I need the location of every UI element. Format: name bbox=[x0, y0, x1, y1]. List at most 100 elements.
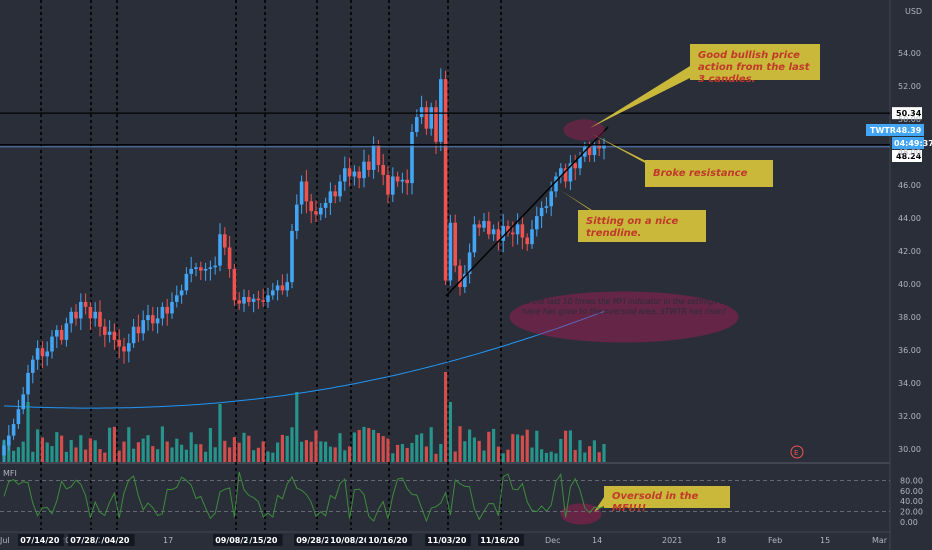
mfi-tick-label: 20.00 bbox=[900, 508, 923, 517]
candle-body bbox=[247, 296, 251, 302]
volume-bar bbox=[50, 446, 54, 462]
volume-bar bbox=[324, 441, 328, 462]
candle-body bbox=[194, 267, 198, 269]
volume-bar bbox=[170, 447, 174, 462]
date-marker-tag: 09/28/20 bbox=[296, 536, 336, 545]
volume-bar bbox=[506, 449, 510, 462]
volume-bar bbox=[482, 450, 486, 462]
volume-bar bbox=[132, 448, 136, 462]
candle-body bbox=[467, 252, 472, 274]
candle-body bbox=[587, 146, 592, 156]
candle-body bbox=[59, 329, 64, 340]
note-broke-resistance-text: Broke resistance bbox=[653, 168, 748, 179]
volume-bar bbox=[45, 442, 49, 462]
price-tick-label: 48.00 bbox=[898, 148, 921, 157]
note-bullish-action[interactable]: Good bullish price action from the last … bbox=[690, 44, 820, 85]
mfi-tick-label: 80.00 bbox=[900, 476, 923, 485]
candle-body bbox=[2, 445, 6, 456]
time-axis-label: Jul bbox=[0, 536, 10, 545]
candle-body bbox=[578, 156, 582, 169]
price-tag-lower-bg bbox=[892, 150, 922, 162]
volume-bar bbox=[376, 433, 380, 462]
price-axis[interactable]: USD 54.00 52.00 50.00 48.00 46.00 44.00 42.00 40… bbox=[898, 7, 922, 454]
note-trendline[interactable]: Sitting on a nice trendline. bbox=[578, 210, 706, 242]
candle-body bbox=[98, 311, 102, 327]
candle-body bbox=[554, 176, 558, 192]
candle-body bbox=[573, 163, 577, 169]
price-tick-label: 52.00 bbox=[898, 82, 921, 91]
candle-body bbox=[103, 326, 107, 335]
price-tick-label: 32.00 bbox=[898, 412, 921, 421]
date-marker-tag: 11/03/20 bbox=[427, 536, 467, 545]
candle-body bbox=[285, 282, 289, 291]
volume-bar bbox=[540, 449, 544, 462]
candle-body bbox=[251, 298, 256, 302]
candle-body bbox=[69, 311, 73, 324]
volume-bar bbox=[343, 450, 347, 462]
candle-body bbox=[439, 79, 443, 142]
volume-bar bbox=[88, 438, 92, 462]
candle-body bbox=[319, 207, 323, 215]
candle-body bbox=[381, 164, 385, 175]
candle-body bbox=[458, 265, 462, 288]
candle-body bbox=[256, 298, 261, 301]
mfi-label: MFI bbox=[3, 469, 17, 478]
candle-body bbox=[352, 171, 357, 177]
candle-body bbox=[568, 163, 573, 182]
volume-bar bbox=[410, 442, 414, 462]
candle-body bbox=[160, 306, 165, 319]
mfi-history-ellipse bbox=[509, 291, 739, 343]
note-oversold[interactable]: Oversold in the MFI!!! bbox=[604, 486, 730, 514]
volume-bar bbox=[564, 430, 568, 462]
candle-body bbox=[463, 273, 467, 288]
candle-body bbox=[55, 329, 59, 337]
note-broke-resistance[interactable]: Broke resistance bbox=[645, 160, 773, 187]
volume-bar bbox=[559, 438, 563, 462]
earnings-badge-text: E bbox=[794, 449, 798, 457]
time-axis-label: 18 bbox=[716, 536, 726, 545]
candle-body bbox=[74, 311, 78, 319]
volume-bar bbox=[405, 447, 409, 462]
date-marker-tag-bg bbox=[247, 534, 283, 546]
volume-bar bbox=[194, 444, 198, 462]
volume-bar bbox=[472, 437, 476, 462]
candle-body bbox=[184, 273, 189, 291]
candle-body bbox=[328, 191, 333, 203]
time-axis-label: Dec bbox=[545, 536, 560, 545]
volume-bar bbox=[280, 434, 284, 462]
candle-body bbox=[155, 318, 160, 324]
note-mfi-history[interactable]: IN the last 10 times the MFI indicator i… bbox=[522, 297, 732, 317]
mfi-line bbox=[3, 471, 605, 523]
date-marker-tag: 11/16/20 bbox=[480, 536, 520, 545]
candle-body bbox=[314, 211, 318, 215]
price-tag-lower: 48.24 bbox=[896, 152, 922, 161]
volume-bar bbox=[285, 435, 289, 462]
volume-bar bbox=[348, 446, 352, 462]
candle-body bbox=[400, 179, 405, 182]
candle-body bbox=[131, 326, 136, 344]
volume-bar bbox=[304, 440, 308, 462]
candle-body bbox=[501, 226, 505, 241]
volume-bar bbox=[463, 441, 467, 462]
volume-bar bbox=[40, 437, 44, 462]
date-marker-tag: 10/16/20 bbox=[368, 536, 408, 545]
volume-bar bbox=[136, 442, 140, 462]
price-tag-upper: 50.34 bbox=[896, 109, 922, 118]
volume-bar bbox=[415, 434, 419, 462]
candle-body bbox=[141, 320, 145, 334]
volume-bar bbox=[448, 402, 452, 462]
date-marker-tag: /04/20 bbox=[101, 536, 130, 545]
time-axis[interactable]: Jul2017Sep15Dec14202118Feb15Mar07/14/200… bbox=[0, 534, 888, 546]
volume-bar bbox=[328, 446, 332, 462]
note-mfi-history-text: IN the last 10 times the MFI indicator i… bbox=[522, 297, 727, 316]
candle-body bbox=[429, 107, 433, 129]
volume-bar bbox=[525, 429, 529, 462]
price-tick-label: 54.00 bbox=[898, 49, 921, 58]
candle-body bbox=[323, 202, 328, 208]
date-marker-tag-bg bbox=[478, 534, 524, 546]
candle-body bbox=[434, 107, 438, 142]
volume-bar bbox=[12, 450, 16, 462]
price-grid bbox=[0, 0, 891, 550]
